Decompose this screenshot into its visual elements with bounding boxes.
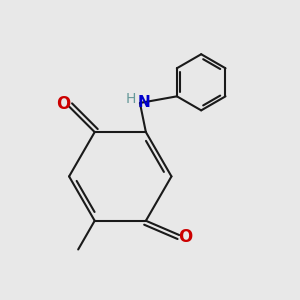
- Text: O: O: [178, 228, 192, 246]
- Text: O: O: [56, 95, 70, 113]
- Text: N: N: [137, 95, 150, 110]
- Text: H: H: [125, 92, 136, 106]
